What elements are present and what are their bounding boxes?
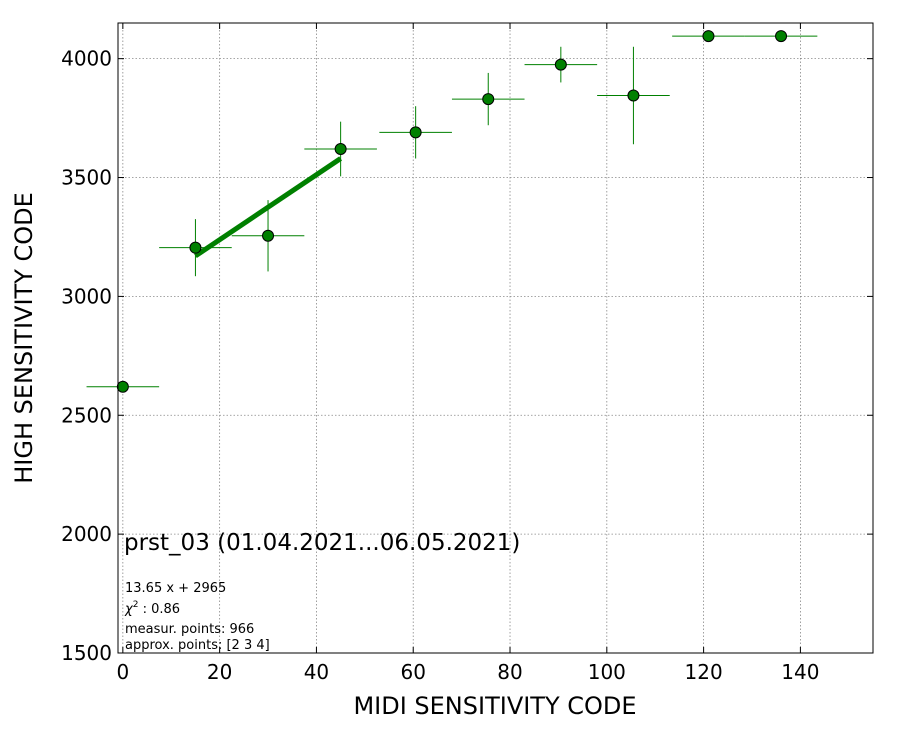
- y-tick-label: 1500: [61, 641, 112, 665]
- approx-points: approx. points: [2 3 4]: [125, 638, 270, 653]
- y-tick-label: 2500: [61, 403, 112, 427]
- y-tick-label: 3500: [61, 166, 112, 190]
- chi-symbol: χ: [124, 602, 134, 617]
- fit-line: [194, 156, 343, 259]
- chi-square: χ2 : 0.86: [124, 600, 180, 617]
- chi-value: : 0.86: [138, 602, 180, 617]
- y-tick-label: 4000: [61, 47, 112, 71]
- x-tick-label: 120: [685, 660, 723, 684]
- x-axis-label: MIDI SENSITIVITY CODE: [353, 692, 636, 720]
- x-tick-labels: 0 20 40 60 80 100 120 140: [116, 660, 819, 684]
- fit-line-group: [194, 156, 343, 259]
- data-points: [116, 30, 788, 393]
- data-point: [334, 143, 347, 155]
- x-tick-label: 0: [116, 660, 129, 684]
- measur-points: measur. points: 966: [125, 622, 254, 637]
- x-tick-label: 40: [304, 660, 329, 684]
- x-tick-label: 80: [497, 660, 522, 684]
- data-point: [116, 380, 129, 393]
- y-tick-labels: 1500 2000 2500 3000 3500 4000: [61, 47, 112, 665]
- data-point: [627, 89, 640, 102]
- data-point: [775, 30, 788, 43]
- data-point: [482, 93, 495, 106]
- data-point: [409, 126, 422, 139]
- axis-ticks: [118, 23, 873, 654]
- x-tick-label: 20: [207, 660, 232, 684]
- data-point: [189, 241, 202, 254]
- data-point: [262, 229, 275, 242]
- y-tick-label: 2000: [61, 522, 112, 546]
- data-point: [554, 58, 567, 71]
- chi-exponent: 2: [133, 600, 139, 610]
- data-point: [702, 30, 715, 43]
- grid-lines: [118, 23, 873, 654]
- x-tick-label: 140: [781, 660, 819, 684]
- dataset-title: prst_03 (01.04.2021...06.05.2021): [124, 530, 520, 556]
- x-tick-label: 60: [400, 660, 425, 684]
- plot-frame: [117, 22, 874, 654]
- y-tick-label: 3000: [61, 284, 112, 308]
- error-bars: [86, 35, 818, 388]
- x-tick-label: 100: [588, 660, 626, 684]
- fit-equation: 13.65 x + 2965: [125, 581, 226, 596]
- y-axis-label: HIGH SENSITIVITY CODE: [10, 192, 38, 484]
